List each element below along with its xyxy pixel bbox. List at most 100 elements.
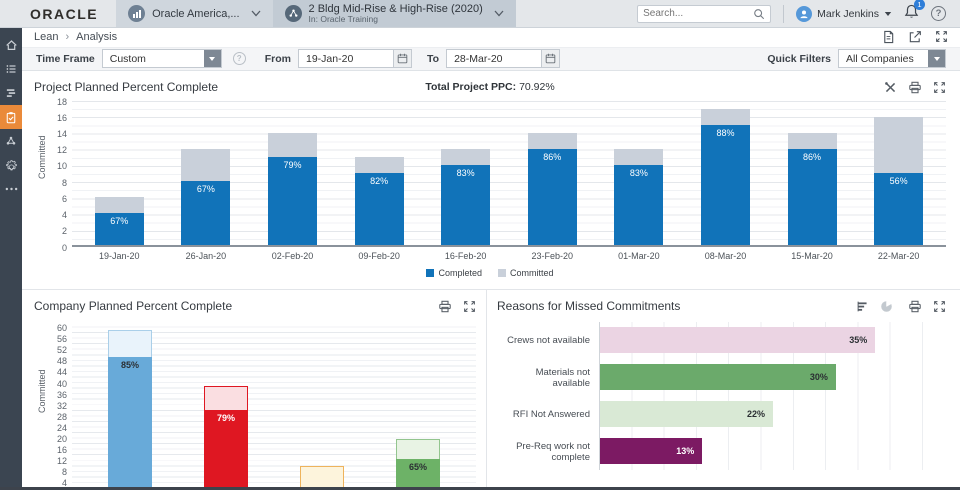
- oracle-logo: ORACLE: [30, 5, 99, 22]
- sidebar-item-list[interactable]: [0, 57, 22, 81]
- project-switcher[interactable]: 2 Bldg Mid-Rise & High-Rise (2020) In: O…: [272, 0, 516, 27]
- expand-icon[interactable]: [463, 300, 476, 313]
- completed-bar[interactable]: [700, 125, 750, 245]
- completed-bar[interactable]: [441, 165, 491, 245]
- committed-bar[interactable]: 82%: [354, 157, 404, 245]
- bar-percent-label: 83%: [456, 168, 475, 178]
- to-date-field[interactable]: 28-Mar-20: [446, 49, 561, 69]
- completed-bar[interactable]: [181, 181, 231, 245]
- y-tick: 4: [61, 478, 67, 489]
- committed-bar[interactable]: 83%: [614, 149, 664, 245]
- y-tick: 52: [56, 345, 67, 356]
- committed-bar[interactable]: 65%: [396, 438, 440, 490]
- left-sidebar: [0, 28, 22, 490]
- search-icon[interactable]: [753, 8, 765, 20]
- time-frame-select[interactable]: Custom: [101, 49, 222, 69]
- search-input[interactable]: [643, 8, 754, 19]
- y-tick: 44: [56, 367, 67, 378]
- bar-percent-label: 67%: [110, 216, 129, 226]
- committed-bar[interactable]: 79%: [204, 385, 248, 490]
- document-icon[interactable]: [882, 30, 895, 44]
- y-tick: 12: [56, 145, 67, 156]
- print-icon[interactable]: [438, 300, 452, 313]
- y-tick: 6: [61, 193, 67, 204]
- x-tick-label: 09-Feb-20: [358, 251, 400, 261]
- committed-bar[interactable]: 88%: [700, 109, 750, 245]
- committed-bar[interactable]: [300, 466, 344, 490]
- completed-bar[interactable]: [614, 165, 664, 245]
- sidebar-item-home[interactable]: [0, 33, 22, 57]
- expand-icon[interactable]: [935, 30, 948, 43]
- bar-percent-label: 86%: [803, 152, 822, 162]
- bar-slot: 82%: [336, 101, 423, 245]
- print-icon[interactable]: [908, 300, 922, 313]
- expand-icon[interactable]: [933, 81, 946, 94]
- filter-bar: Time Frame Custom ? From 19-Jan-20 To 28…: [22, 47, 960, 71]
- home-icon: [5, 40, 17, 50]
- reason-bar[interactable]: 13%: [600, 438, 703, 464]
- chevron-down-icon: [884, 11, 892, 16]
- bars-icon: [6, 89, 16, 97]
- committed-bar[interactable]: 56%: [874, 117, 924, 245]
- completed-bar[interactable]: [354, 173, 404, 245]
- y-tick: 4: [61, 210, 67, 221]
- breadcrumb-lean[interactable]: Lean: [34, 31, 59, 44]
- bar-chart-view-icon[interactable]: [856, 300, 869, 313]
- total-ppc-value: 70.92%: [519, 81, 555, 93]
- notifications-button[interactable]: 1: [904, 0, 925, 23]
- breadcrumb-analysis[interactable]: Analysis: [76, 31, 118, 44]
- company-ppc-title: Company Planned Percent Complete: [34, 299, 233, 313]
- completed-bar[interactable]: [204, 409, 248, 490]
- sidebar-item-lean[interactable]: [0, 105, 22, 129]
- completed-bar[interactable]: [527, 149, 577, 245]
- info-icon[interactable]: ?: [232, 52, 246, 66]
- calendar-icon[interactable]: [393, 50, 411, 68]
- expand-icon[interactable]: [933, 300, 946, 313]
- search-box: [637, 4, 772, 23]
- quick-filters-select[interactable]: All Companies: [838, 49, 946, 69]
- calendar-icon[interactable]: [541, 50, 560, 68]
- reason-bar[interactable]: 35%: [600, 327, 876, 353]
- completed-bar[interactable]: [267, 157, 317, 245]
- chevron-down-icon: [251, 10, 261, 17]
- tools-icon[interactable]: [884, 81, 897, 94]
- committed-bar[interactable]: 79%: [267, 133, 317, 245]
- project-title: 2 Bldg Mid-Rise & High-Rise (2020): [308, 2, 483, 15]
- committed-bar[interactable]: 86%: [787, 133, 837, 245]
- bar-percent-label: 56%: [889, 176, 908, 186]
- org-switcher[interactable]: Oracle America,...: [116, 0, 273, 27]
- bar-chart-circle-icon: [128, 5, 146, 22]
- completed-bar[interactable]: [94, 213, 144, 245]
- committed-bar[interactable]: 83%: [441, 149, 491, 245]
- completed-bar[interactable]: [396, 459, 440, 490]
- committed-bar[interactable]: 67%: [181, 149, 231, 245]
- share-icon[interactable]: [908, 30, 922, 44]
- sidebar-item-more[interactable]: [0, 177, 22, 201]
- dropdown-arrow-icon: [203, 50, 221, 68]
- x-tick-label: 01-Mar-20: [618, 251, 660, 261]
- bar-slot: 67%: [163, 101, 250, 245]
- pie-chart-view-icon[interactable]: [880, 300, 893, 313]
- completed-bar[interactable]: [874, 173, 924, 245]
- y-tick: 20: [56, 434, 67, 445]
- committed-bar[interactable]: 86%: [527, 133, 577, 245]
- reason-bar[interactable]: 30%: [600, 364, 836, 390]
- print-icon[interactable]: [908, 81, 922, 94]
- x-tick-label: 08-Mar-20: [704, 251, 747, 261]
- committed-bar[interactable]: 67%: [94, 197, 144, 245]
- committed-bar[interactable]: 85%: [108, 330, 152, 490]
- legend-item-committed[interactable]: Committed: [498, 268, 554, 278]
- user-menu[interactable]: Mark Jenkins: [796, 5, 892, 22]
- reason-bar[interactable]: 22%: [600, 401, 773, 427]
- bar-percent-label: 79%: [216, 412, 235, 423]
- legend-item-completed[interactable]: Completed: [426, 268, 482, 278]
- help-icon[interactable]: ?: [931, 6, 946, 21]
- x-tick-label: 26-Jan-20: [185, 251, 227, 261]
- completed-bar[interactable]: [108, 357, 152, 490]
- from-date-field[interactable]: 19-Jan-20: [298, 49, 412, 69]
- sidebar-item-settings[interactable]: [0, 153, 22, 177]
- sidebar-item-network[interactable]: [0, 129, 22, 153]
- sidebar-item-tasks[interactable]: [0, 81, 22, 105]
- completed-bar[interactable]: [787, 149, 837, 245]
- bar-percent-label: 83%: [629, 168, 648, 178]
